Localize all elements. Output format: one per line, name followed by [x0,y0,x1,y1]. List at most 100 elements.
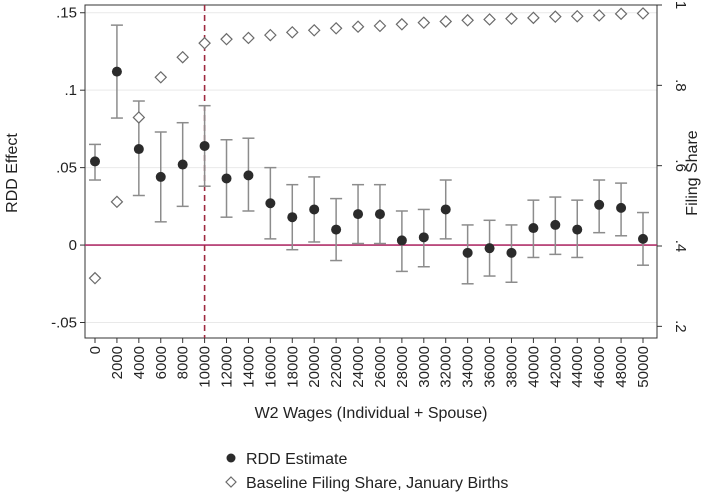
x-tick-label: 22000 [328,346,345,388]
rdd-estimate-point [418,232,429,243]
rdd-estimate-point [462,247,473,258]
x-tick-label: 0 [87,346,104,354]
x-tick-label: 50000 [635,346,652,388]
rdd-estimate-point [594,199,605,210]
x-tick-label: 30000 [416,346,433,388]
rdd-estimate-point [396,235,407,246]
baseline-filing-share-point [351,20,365,34]
x-tick-label: 2000 [109,346,126,379]
baseline-filing-share-point [395,17,409,31]
x-tick-label: 20000 [306,346,323,388]
rdd-estimate-point [616,202,627,213]
legend: RDD Estimate Baseline Filing Share, Janu… [225,451,508,492]
y-right-tick-label: .8 [672,79,689,92]
x-tick-label: 10000 [197,346,214,388]
rdd-estimate-point [528,223,539,234]
baseline-filing-share-point [636,7,650,20]
rdd-estimate-point [506,247,517,258]
x-tick-label: 14000 [240,346,257,388]
baseline-filing-share-point [154,70,168,84]
y-left-tick-label: .05 [56,160,77,177]
y-right-tick-label: .4 [672,240,689,253]
baseline-filing-share-point [548,10,562,23]
rdd-estimate-point [111,66,122,77]
rdd-estimate-point [440,204,451,215]
x-axis-title: W2 Wages (Individual + Spouse) [255,405,488,422]
y-axis-right: .2 .4 .6 .8 1 [657,1,689,333]
rdd-estimate-point [243,170,254,181]
rdd-estimate-point [353,209,364,220]
rdd-estimate-point [374,209,385,220]
legend-marker-baseline-filing-share [225,476,237,488]
y-axis-right-title: Filing Share [684,130,701,215]
rdd-estimate-series [90,66,648,258]
x-tick-label: 28000 [394,346,411,388]
baseline-filing-share-point [373,19,387,33]
baseline-filing-share-point [132,111,146,124]
reference-lines [85,5,657,338]
baseline-filing-share-point [329,21,343,35]
x-tick-label: 26000 [372,346,389,388]
rdd-estimate-point [638,233,648,244]
rdd-estimate-point [484,243,495,254]
plot-frame [84,4,658,339]
x-tick-label: 24000 [350,346,367,388]
x-tick-label: 8000 [175,346,192,379]
x-tick-label: 34000 [460,346,477,388]
y-axis-left: -.05 0 .05 .1 .15 [51,5,85,332]
baseline-filing-share-point [592,9,606,22]
y-right-tick-label: .2 [672,320,689,333]
rdd-estimate-point [90,156,100,167]
legend-label-rdd-estimate: RDD Estimate [246,451,347,468]
x-tick-label: 46000 [591,346,608,388]
baseline-filing-share-point [505,12,518,26]
y-left-tick-label: .1 [64,82,77,99]
x-tick-label: 6000 [153,346,170,379]
y-left-tick-label: .15 [56,5,77,22]
x-tick-label: 36000 [482,346,499,388]
y-left-tick-label: -.05 [51,315,77,332]
y-left-tick-label: 0 [69,237,77,254]
y-axis-left-title: RDD Effect [4,133,21,213]
baseline-filing-share-point [461,13,474,27]
rdd-estimate-point [572,224,583,235]
rdd-estimate-point [221,173,232,184]
rdd-estimate-point [155,171,166,182]
rdd-estimate-point [309,204,320,215]
baseline-filing-share-point [285,25,299,39]
baseline-filing-share-point [307,23,321,37]
x-tick-label: 18000 [284,346,301,388]
baseline-filing-share-point [527,11,540,25]
baseline-filing-share-point [264,28,277,42]
rdd-estimate-point [177,159,188,170]
baseline-filing-share-point [439,15,453,28]
baseline-filing-share-series [88,7,650,285]
rdd-estimate-point [287,212,298,223]
x-tick-label: 44000 [569,346,586,388]
baseline-filing-share-point [220,32,233,46]
x-axis: 0 2000 4000 6000 8000 10000 12000 14000 16000 180… [87,338,652,388]
rdd-estimate-point [550,219,561,230]
rdd-estimate-point [265,198,276,209]
legend-label-baseline-filing-share: Baseline Filing Share, January Births [246,475,508,492]
x-tick-label: 38000 [503,346,520,388]
legend-marker-rdd-estimate [226,453,236,463]
x-tick-label: 40000 [525,346,542,388]
baseline-filing-share-point [198,36,211,50]
baseline-filing-share-point [614,7,628,21]
baseline-filing-share-point [242,31,255,45]
rdd-estimate-point [199,140,210,151]
baseline-filing-share-point [570,9,584,23]
x-tick-label: 32000 [438,346,455,388]
y-right-tick-label: 1 [672,1,689,9]
baseline-filing-share-point [176,50,190,64]
baseline-filing-share-point [483,13,496,26]
y-right-tick-label: .6 [672,159,689,172]
x-tick-label: 42000 [547,346,564,388]
baseline-filing-share-point [110,195,124,209]
rdd-estimate-point [133,144,144,155]
x-tick-label: 16000 [262,346,279,388]
x-tick-label: 12000 [219,346,236,388]
